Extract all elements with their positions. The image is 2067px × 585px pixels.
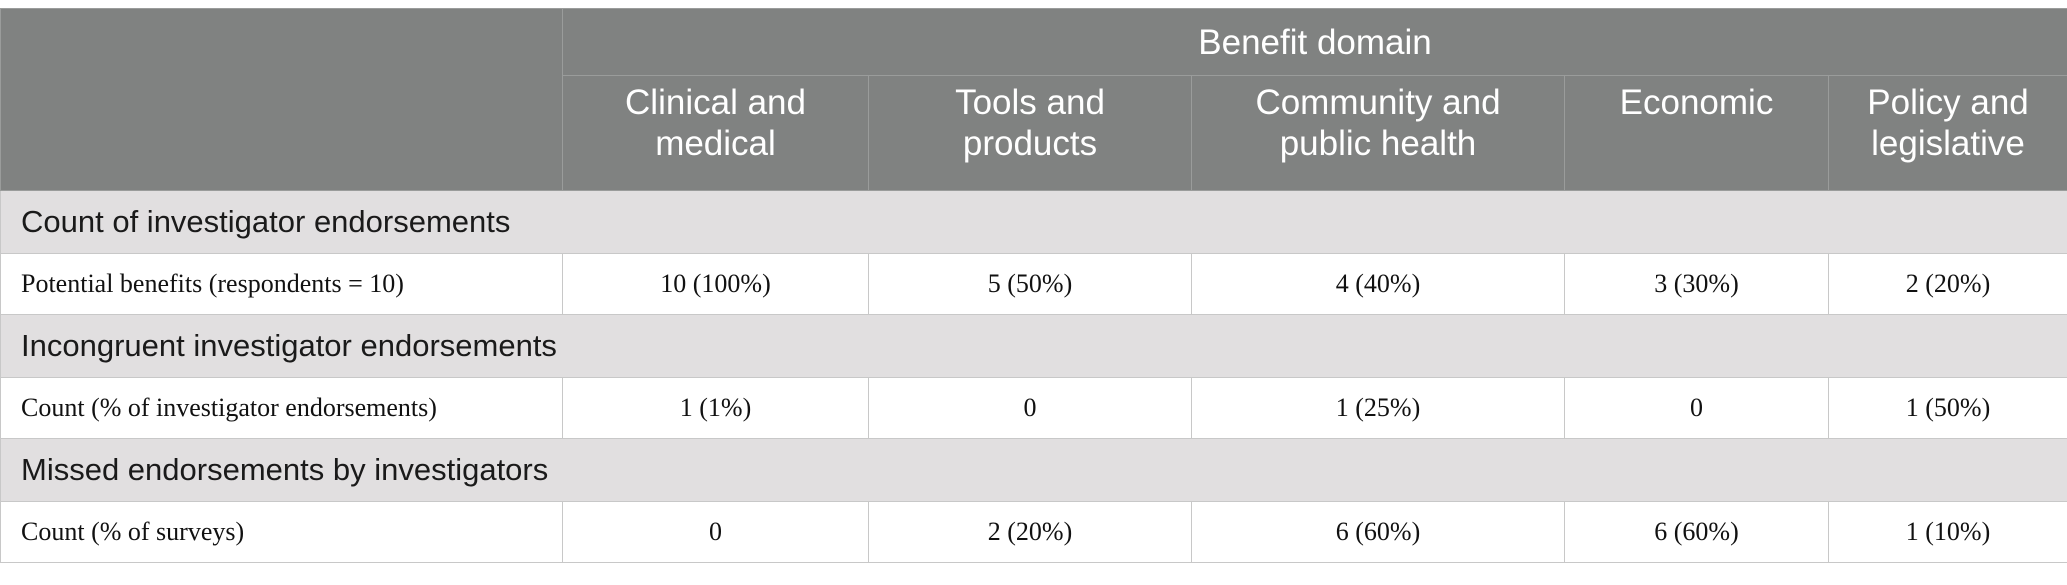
table-cell: 3 (30%) xyxy=(1564,253,1829,315)
column-header-line: Policy and xyxy=(1867,83,2029,122)
benefit-domain-table: Benefit domain Clinical and medical Tools… xyxy=(0,8,2067,563)
header-corner-cell xyxy=(0,8,563,191)
row-label: Potential benefits (respondents = 10) xyxy=(0,253,563,315)
table-cell: 1 (25%) xyxy=(1191,377,1565,439)
table-body: Count of investigator endorsements Poten… xyxy=(0,190,2067,563)
table-cell: 0 xyxy=(1564,377,1829,439)
section-title: Incongruent investigator endorsements xyxy=(0,314,2067,378)
column-header-line: public health xyxy=(1279,124,1477,163)
table-cell: 5 (50%) xyxy=(868,253,1192,315)
column-header-line: Economic xyxy=(1619,83,1774,122)
column-header-line: Tools and xyxy=(955,83,1105,122)
table-cell: 1 (1%) xyxy=(562,377,869,439)
table-cell: 6 (60%) xyxy=(1191,501,1565,563)
section-title: Missed endorsements by investigators xyxy=(0,438,2067,502)
table-row: Count (% of investigator endorsements) 1… xyxy=(0,377,2067,439)
section-row-missed-endorsements: Missed endorsements by investigators xyxy=(0,438,2067,502)
table-header: Benefit domain Clinical and medical Tools… xyxy=(0,8,2067,191)
table-cell: 6 (60%) xyxy=(1564,501,1829,563)
table-cell: 1 (50%) xyxy=(1827,377,2067,439)
column-header-clinical: Clinical and medical xyxy=(562,75,869,191)
row-label: Count (% of surveys) xyxy=(0,501,563,563)
table-cell: 2 (20%) xyxy=(868,501,1192,563)
table-row: Count (% of surveys) 0 2 (20%) 6 (60%) 6… xyxy=(0,501,2067,563)
table-cell: 0 xyxy=(868,377,1192,439)
column-header-community: Community and public health xyxy=(1191,75,1565,191)
table-cell: 0 xyxy=(562,501,869,563)
column-header-tools: Tools and products xyxy=(868,75,1192,191)
column-header-economic: Economic xyxy=(1564,75,1829,191)
column-header-line: products xyxy=(962,124,1098,163)
column-header-policy: Policy and legislative xyxy=(1827,75,2067,191)
header-row-group: Benefit domain xyxy=(0,8,2067,191)
table-cell: 4 (40%) xyxy=(1191,253,1565,315)
section-row-investigator-endorsements: Count of investigator endorsements xyxy=(0,190,2067,254)
table-row: Potential benefits (respondents = 10) 10… xyxy=(0,253,2067,315)
benefit-domain-header: Benefit domain xyxy=(561,8,2067,76)
header-row-columns: Clinical and medical Tools and products Co… xyxy=(1,75,2067,191)
benefit-domain-table-wrapper: Benefit domain Clinical and medical Tools… xyxy=(0,8,2067,563)
table-cell: 10 (100%) xyxy=(562,253,869,315)
section-row-incongruent-endorsements: Incongruent investigator endorsements xyxy=(0,314,2067,378)
row-label: Count (% of investigator endorsements) xyxy=(0,377,563,439)
column-header-line: Clinical and xyxy=(625,83,806,122)
column-header-line: Community and xyxy=(1255,83,1501,122)
column-header-line: medical xyxy=(655,124,776,163)
table-cell: 2 (20%) xyxy=(1827,253,2067,315)
table-cell: 1 (10%) xyxy=(1827,501,2067,563)
column-header-line: legislative xyxy=(1871,124,2025,163)
section-title: Count of investigator endorsements xyxy=(0,190,2067,254)
